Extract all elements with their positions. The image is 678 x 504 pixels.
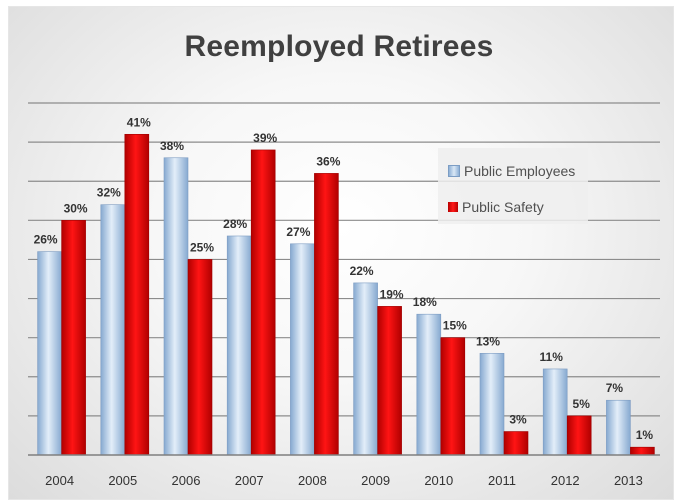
x-tick-label: 2011 <box>488 473 516 488</box>
data-label-public-employees: 26% <box>34 233 58 247</box>
data-label-public-safety: 19% <box>380 287 404 301</box>
legend-swatch-public-safety <box>448 202 458 212</box>
data-label-public-employees: 18% <box>413 295 437 309</box>
data-label-public-employees: 13% <box>476 334 500 348</box>
legend-item-public-safety: Public Safety <box>448 198 544 216</box>
legend-label-public-safety: Public Safety <box>462 199 544 215</box>
legend-item-public-employees: Public Employees <box>448 162 575 180</box>
data-label-public-safety: 39% <box>253 131 277 145</box>
bar-public-employees <box>37 251 62 456</box>
legend: Public Employees Public Safety <box>438 148 588 224</box>
bar-public-safety <box>61 220 86 456</box>
bar-public-employees <box>479 353 505 456</box>
data-label-public-safety: 15% <box>443 319 467 333</box>
bar-public-employees <box>100 204 126 456</box>
bar-public-employees <box>416 313 442 456</box>
data-label-public-safety: 3% <box>509 413 527 427</box>
data-label-public-safety: 5% <box>573 397 591 411</box>
x-tick-label: 2005 <box>108 473 137 488</box>
x-tick-label: 2012 <box>551 473 580 488</box>
bar-public-safety <box>250 149 276 456</box>
data-label-public-employees: 11% <box>540 350 564 364</box>
data-label-public-safety: 1% <box>636 428 654 442</box>
x-tick-label: 2008 <box>298 473 327 488</box>
bar-public-safety <box>314 173 339 456</box>
bar-public-safety <box>566 415 592 456</box>
bar-public-employees <box>163 157 189 456</box>
bar-public-safety <box>124 133 150 456</box>
chart-title: Reemployed Retirees <box>184 30 494 63</box>
x-tick-label: 2007 <box>235 473 264 488</box>
data-label-public-employees: 38% <box>160 139 184 153</box>
x-tick-label: 2009 <box>361 473 390 488</box>
bar-public-employees <box>353 282 378 456</box>
data-label-public-employees: 7% <box>606 381 624 395</box>
bar-public-employees <box>226 235 252 456</box>
x-tick-label: 2006 <box>172 473 201 488</box>
bar-public-employees <box>606 399 631 456</box>
data-label-public-safety: 41% <box>127 115 151 129</box>
bar-public-safety <box>630 446 655 456</box>
bar-public-safety <box>187 259 213 456</box>
bar-public-safety <box>503 431 529 456</box>
data-label-public-safety: 25% <box>190 240 214 254</box>
data-label-public-employees: 22% <box>350 264 374 278</box>
x-tick-label: 2004 <box>45 473 74 488</box>
x-tick-label: 2010 <box>424 473 453 488</box>
data-label-public-safety: 36% <box>316 154 340 168</box>
x-tick-label: 2013 <box>614 473 643 488</box>
bar-public-employees <box>290 243 315 456</box>
bar-public-safety <box>440 337 466 456</box>
bar-public-safety <box>377 306 402 456</box>
bar-public-employees <box>542 368 568 456</box>
data-label-public-employees: 28% <box>223 217 247 231</box>
legend-swatch-public-employees <box>448 165 460 177</box>
legend-label-public-employees: Public Employees <box>464 163 576 179</box>
data-label-public-safety: 30% <box>64 201 88 215</box>
data-label-public-employees: 27% <box>286 225 310 239</box>
data-label-public-employees: 32% <box>97 186 121 200</box>
